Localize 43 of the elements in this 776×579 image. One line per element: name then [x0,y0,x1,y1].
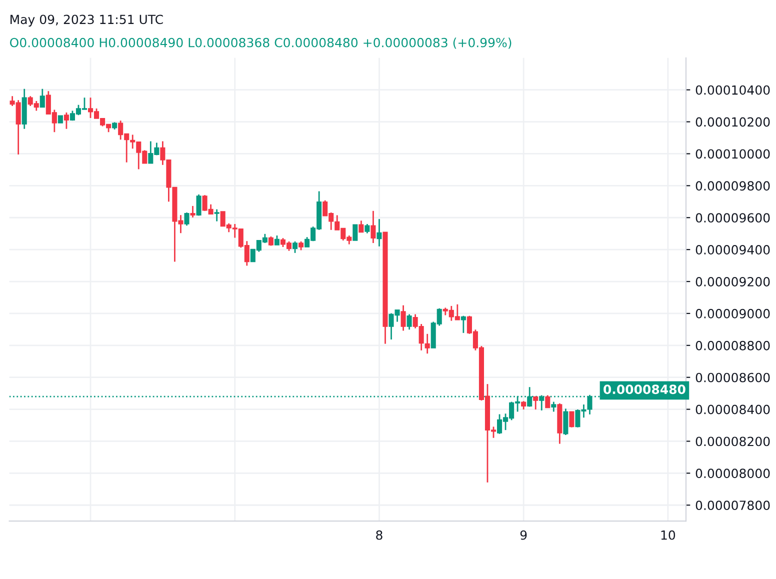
y-tick-label: 0.00010200 [696,117,770,127]
text: May 09, 2023 11:51 UTC [10,14,163,27]
y-tick-label: 0.00008400 [696,404,770,414]
candlestick [545,394,550,408]
candlestick [358,220,364,233]
text: O0.00008400 H0.00008490 L0.00008368 C0.00008480 +0.00000083 (+0.99%) [10,38,512,49]
y-tick-label: 0.00007800 [696,500,770,510]
ref-line-label: 0.00008480 [604,384,686,394]
candlestick [551,401,556,412]
y-tick-label: 0.00009800 [696,181,770,191]
candlestick [400,304,406,332]
y-tick-label: 0.00009000 [696,308,770,318]
candlestick [214,208,220,222]
candlestick [196,194,202,216]
candlestick [292,240,298,254]
y-tick-label: 0.00008200 [696,436,770,446]
candlestick [364,223,370,234]
y-tick-label: 0.00009400 [696,245,770,254]
y-tick-label: 0.00010400 [696,85,770,95]
candlestick [569,410,574,428]
y-tick-label: 0.00010000 [696,149,770,159]
candlestick [370,210,376,244]
candlestick [406,314,412,330]
candlestick [424,333,430,354]
y-tick-label: 0.00009200 [696,276,770,286]
candlestick [274,234,280,246]
candlestick [563,408,568,436]
candlestick [352,224,358,241]
candlestick [460,315,466,334]
y-tick-label: 0.00009600 [696,213,770,223]
candlestick [376,218,382,248]
candlestick [40,88,45,108]
x-tick-label: 10 [661,530,676,540]
y-tick-label: 0.00008800 [696,340,770,350]
x-tick-label: 8 [376,530,382,540]
x-tick-label: 9 [520,530,527,540]
candlestick [533,396,538,410]
candlestick [587,394,592,416]
candlestick [64,112,69,130]
y-tick-label: 0.00008000 [696,468,770,478]
y-tick-label: 0.00008600 [696,372,770,382]
candlestick [190,205,196,218]
candlestick [184,212,190,226]
